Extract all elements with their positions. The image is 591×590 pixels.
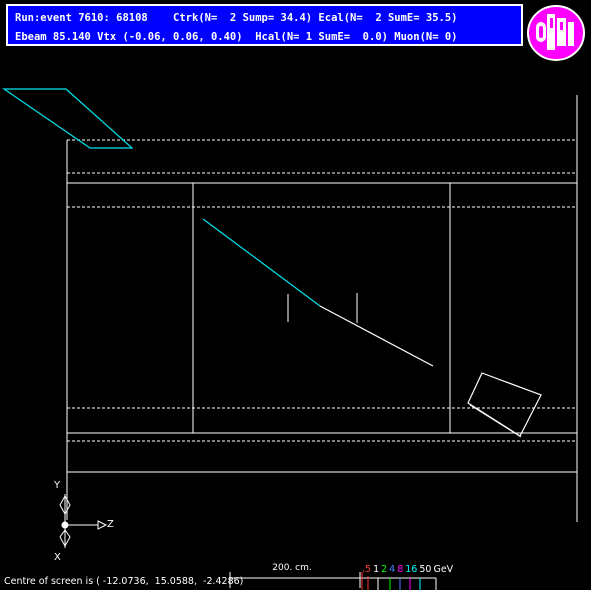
scale-label: 200. cm. xyxy=(272,563,312,573)
energy-legend-item: 1 xyxy=(373,564,380,575)
energy-legend-item: 16 xyxy=(405,564,418,575)
energy-legend-item: 4 xyxy=(389,564,396,575)
scale-bar xyxy=(229,572,361,588)
energy-legend-item: 2 xyxy=(381,564,388,575)
energy-legend-bars xyxy=(358,572,437,590)
axis-label-z: Z xyxy=(107,519,114,530)
header-line-1: Run:event 7610: 68108 Ctrk(N= 2 Sump= 34… xyxy=(15,12,458,24)
energy-legend: .5 1 2 4 8 16 50 GeV xyxy=(362,564,455,576)
event-header: Run:event 7610: 68108 Ctrk(N= 2 Sump= 34… xyxy=(6,4,523,46)
energy-legend-item: 50 xyxy=(419,564,432,575)
white-track xyxy=(319,305,434,367)
energy-legend-item: GeV xyxy=(433,564,454,575)
energy-legend-item: 8 xyxy=(397,564,404,575)
energy-legend-item: .5 xyxy=(362,564,372,575)
opal-logo xyxy=(527,5,585,61)
header-line-2: Ebeam 85.140 Vtx (-0.06, 0.06, 0.40) Hca… xyxy=(15,31,458,43)
ecal-cluster-edge xyxy=(469,404,522,438)
axis-indicator xyxy=(59,494,108,548)
centre-of-screen-readout: Centre of screen is ( -12.0736, 15.0588,… xyxy=(4,576,244,587)
detector-outline xyxy=(66,95,578,522)
axis-label-y: Y xyxy=(54,480,61,491)
dashed-layers xyxy=(67,139,577,442)
cyan-track xyxy=(202,218,321,307)
cyan-parallelogram-hit xyxy=(2,88,134,149)
axis-label-x: X xyxy=(54,552,61,563)
